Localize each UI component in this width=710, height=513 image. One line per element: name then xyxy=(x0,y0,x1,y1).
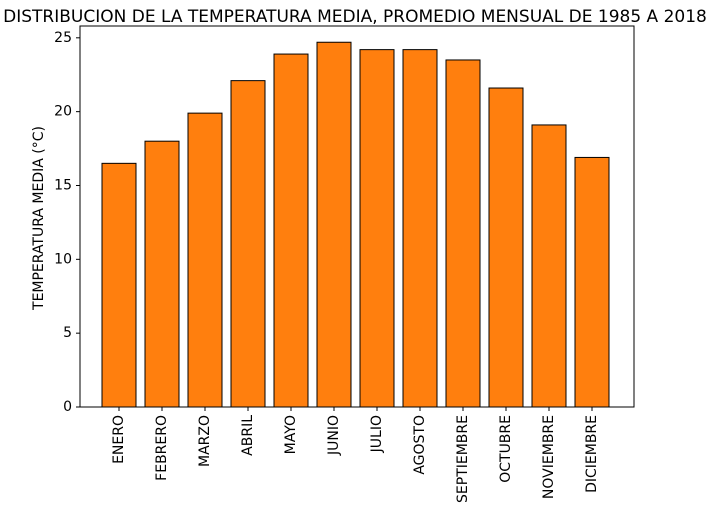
x-tick-label: SEPTIEMBRE xyxy=(455,415,471,503)
x-tick-label: ABRIL xyxy=(240,415,256,456)
x-tick-label: DICIEMBRE xyxy=(584,415,600,493)
x-tick-label: NOVIEMBRE xyxy=(541,415,557,499)
y-tick-label: 15 xyxy=(54,177,72,193)
bar-febrero xyxy=(144,140,180,408)
x-tick-label: OCTUBRE xyxy=(498,415,514,483)
x-tick-label: MARZO xyxy=(197,415,213,467)
bar-septiembre xyxy=(445,59,481,408)
x-tick-label: JULIO xyxy=(369,415,385,453)
x-tick-label: JUNIO xyxy=(326,415,342,456)
bar-mayo xyxy=(273,53,309,408)
y-tick-label: 20 xyxy=(54,104,72,120)
x-tick-label: MAYO xyxy=(283,415,299,454)
x-tick-label: AGOSTO xyxy=(412,415,428,475)
x-tick-label: ENERO xyxy=(111,415,127,464)
bar-enero xyxy=(101,162,137,408)
y-tick-label: 25 xyxy=(54,30,72,46)
y-axis-ticks: 0 5 10 15 20 25 xyxy=(54,30,80,415)
chart-title: DISTRIBUCION DE LA TEMPERATURA MEDIA, PR… xyxy=(3,7,707,27)
y-axis-label: TEMPERATURA MEDIA (°C) xyxy=(31,126,47,311)
bar-agosto xyxy=(402,49,438,408)
x-tick-label: FEBRERO xyxy=(154,415,170,481)
bar-diciembre xyxy=(574,156,610,408)
y-tick-label: 5 xyxy=(63,325,72,341)
x-axis-ticks: ENERO FEBRERO MARZO ABRIL MAYO JUNIO JULIO AGOS… xyxy=(111,407,600,503)
y-tick-label: 0 xyxy=(63,399,72,415)
bar-noviembre xyxy=(531,124,567,408)
bar-julio xyxy=(359,49,395,408)
plot-frame xyxy=(79,25,635,408)
bars-group xyxy=(101,41,610,408)
bar-junio xyxy=(316,41,352,408)
bar-marzo xyxy=(187,112,223,408)
y-tick-label: 10 xyxy=(54,251,72,267)
bar-abril xyxy=(230,80,266,408)
bar-octubre xyxy=(488,87,524,408)
